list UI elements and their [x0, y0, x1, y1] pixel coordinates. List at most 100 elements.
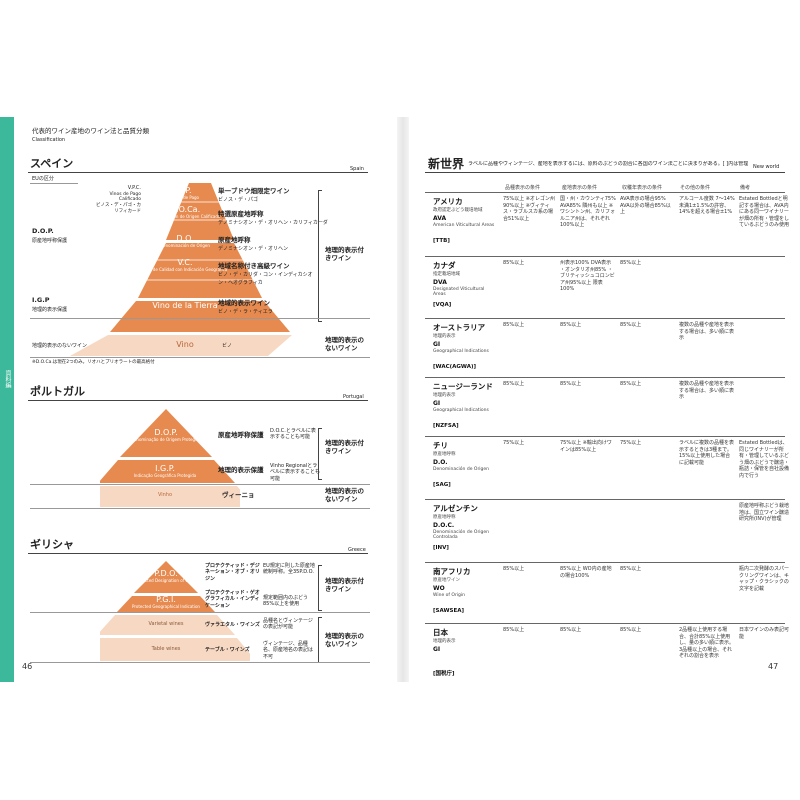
greece-pyr-pgi: [117, 596, 215, 612]
greece-rule: [28, 553, 368, 554]
portugal-pyr-vinho: [100, 486, 240, 507]
spain-note: ※D.O.Ca.は現在2つのみ。リオハとプリオラートの最高格付: [32, 360, 155, 365]
portugal-igp-note: Vinho Regionalとラベルに表示することも可能: [270, 463, 321, 482]
governing-body: [SAG]: [433, 482, 451, 488]
spain-title: スペイン: [30, 157, 74, 170]
page-subtitle: Classification: [32, 137, 66, 143]
portugal-pyr-dop: [120, 409, 212, 457]
portugal-pyramid: [100, 409, 240, 507]
table-cell: 85%以上: [503, 381, 525, 387]
table-cell: 複数の品種や産地を表示する場合は、多い順に表示: [679, 381, 735, 400]
spain-en: Spain: [350, 166, 364, 172]
tier-sub: Vino de Calidad con Indicación Geográfic…: [142, 266, 228, 272]
tier-sub: Indicação Geográfica Protegida: [133, 472, 197, 478]
spain-eu-label: EUの区分: [32, 176, 54, 182]
country-name: オーストラリア: [433, 323, 486, 332]
portugal-igp-jp: 地理的表示保護: [218, 466, 264, 474]
tier-name: D.O.: [176, 234, 194, 243]
category-code: GI: [433, 341, 441, 348]
label-kana: ビノ・デ・ラ・ティエラ: [218, 308, 273, 315]
category-code: D.O.: [433, 459, 448, 466]
table-cell: 日本ワインのみ表記可能: [739, 627, 790, 640]
label-kana: ビノ・デ・カリダ・コン・インディカシオン・ヘオグラフィカ: [218, 271, 313, 286]
country-name: チリ: [433, 441, 448, 450]
table-row: [425, 499, 785, 500]
portugal-gi-brace: [318, 428, 322, 480]
greece-nogi-brace: [318, 617, 322, 663]
table-row: [425, 192, 785, 193]
governing-body: [VQA]: [433, 302, 452, 308]
spain-vino-jp: ビノ: [222, 343, 233, 349]
table-cell: 75%以上: [503, 440, 525, 446]
portugal-without-gi: 地理的表示のないワイン: [325, 487, 364, 503]
page-gutter: [397, 117, 409, 682]
tier-name: D.O.Ca.: [169, 205, 201, 214]
spain-vc-jp: 地域名称付き高級ワイン ビノ・デ・カリダ・コン・インディカシオン・ヘオグラフィカ: [218, 262, 318, 286]
spain-with-gi: 地理的表示付きワイン: [325, 246, 364, 262]
table-cell: 75%以上 ※オレゴン州 90%以上 ※ヴィティス・ラブルスカ系の場合51%以上: [503, 196, 555, 222]
category-code: WO: [433, 585, 445, 592]
spain-doca-jp: 特選原産地呼称 デノミナシオン・デ・オリヘン・カリフィカーダ: [218, 210, 328, 227]
portugal-pyr-igp: [100, 460, 235, 483]
label-jp: 地域的表示ワイン: [218, 299, 270, 307]
table-cell: 85%以上: [503, 260, 525, 266]
portugal-vinho-jp: ヴィーニョ: [222, 491, 255, 499]
greece-bottom-rule: [30, 662, 370, 663]
governing-body: [WAC(AGWA)]: [433, 364, 477, 370]
spain-do-jp: 原産地呼称 デノミナシオン・デ・オリヘン: [218, 236, 318, 253]
table-cell: 瓶内二次発酵のスパークリングワインは、キャップ・クラシックの文字を記載: [739, 566, 790, 592]
table-cell: 75%以上 ※輸出向けワインは85%以上: [560, 440, 612, 453]
category-code: GI: [433, 400, 441, 407]
spain-pyr-base: [70, 335, 300, 356]
tier-name: I.G.P.: [155, 464, 175, 473]
spain-vp-jp: 単一ブドウ畑限定ワイン ビノス・デ・パゴ: [218, 187, 318, 204]
greece-pyramid: [100, 561, 250, 661]
label-kana: ビノス・デ・パゴ: [218, 196, 259, 203]
spain-pyr-top: [166, 183, 234, 240]
category-code: D.O.C.: [433, 522, 455, 529]
label-jp: 単一ブドウ畑限定ワイン: [218, 187, 290, 195]
governing-body: [INV]: [433, 545, 449, 551]
greece-tier-pdo: P.D.O. Protected Designation of Origin: [128, 569, 204, 583]
spain-pyramid: [70, 183, 300, 356]
governing-body: [国税庁]: [433, 671, 455, 677]
page-number-right: 47: [768, 662, 779, 671]
spain-tier-vp: V.P. Vinos de Pago: [155, 186, 215, 200]
portugal-divider: [30, 484, 370, 485]
table-row: [425, 377, 785, 378]
page-title: 代表的ワイン産地のワイン法と品質分類: [32, 127, 149, 135]
greece-divider: [30, 612, 370, 613]
table-cell: Estated Bottledは、同じワイナリーが所有・管理しているぶどう畑のぶ…: [739, 440, 790, 479]
greece-varietal-note: 品種名とヴィンテージの表記が可能: [263, 618, 313, 631]
table-cell: Estated Bottledと明記する場合は、AVA内にある同一ワイナリーが畑…: [739, 196, 790, 228]
greece-without-gi: 地理的表示のないワイン: [325, 632, 364, 648]
portugal-title: ポルトガル: [30, 385, 85, 398]
label-jp: 地域名称付き高級ワイン: [218, 262, 290, 270]
category-jp: 地理的表示: [433, 639, 456, 644]
country-name: アメリカ: [433, 197, 463, 206]
greece-pdo-note: EU規定に則した原産地統制呼称。全35P.D.O.: [263, 563, 315, 576]
table-cell: AVA表示の場合95% AVA以外の場合85%以上: [620, 196, 671, 215]
spain-vpc: V.P.C. Vinos de Pago Calificado ビノス・デ・パゴ…: [95, 185, 141, 214]
country-name: カナダ: [433, 261, 456, 270]
category-jp: 政府認定ぶどう栽培地域: [433, 208, 483, 213]
greece-pyr-pdo: [134, 561, 198, 593]
greece-table-jp: テーブル・ワインズ: [205, 647, 250, 653]
spain-tier-vdt: Vino de la Tierra: [152, 301, 218, 310]
portugal-rule: [28, 400, 368, 401]
category-jp: 原産地呼称: [433, 515, 456, 520]
table-cell: 85%以上: [560, 381, 582, 387]
spain-vpc-name: V.P.C.: [127, 185, 141, 191]
tier-name: P.G.I.: [156, 595, 176, 604]
country-name: アルゼンチン: [433, 504, 478, 513]
tier-name: V.P.: [178, 186, 192, 195]
table-cell: 85%以上: [560, 627, 582, 633]
header-other: その他の条件: [680, 185, 711, 191]
spain-vpc-sub: Vinos de Pago Calificado: [109, 191, 141, 203]
table-cell: 85%以上: [503, 566, 525, 572]
spain-tier-do: D.O. Denominación de Origen: [135, 234, 235, 248]
greece-pgi-note: 規定範囲内のぶどう85%以上を使用: [263, 595, 309, 608]
spain-without-gi: 地理的表示のないワイン: [325, 336, 364, 352]
spain-vdt-jp: 地域的表示ワイン ビノ・デ・ラ・ティエラ: [218, 299, 318, 316]
table-cell: 85%以上: [503, 322, 525, 328]
